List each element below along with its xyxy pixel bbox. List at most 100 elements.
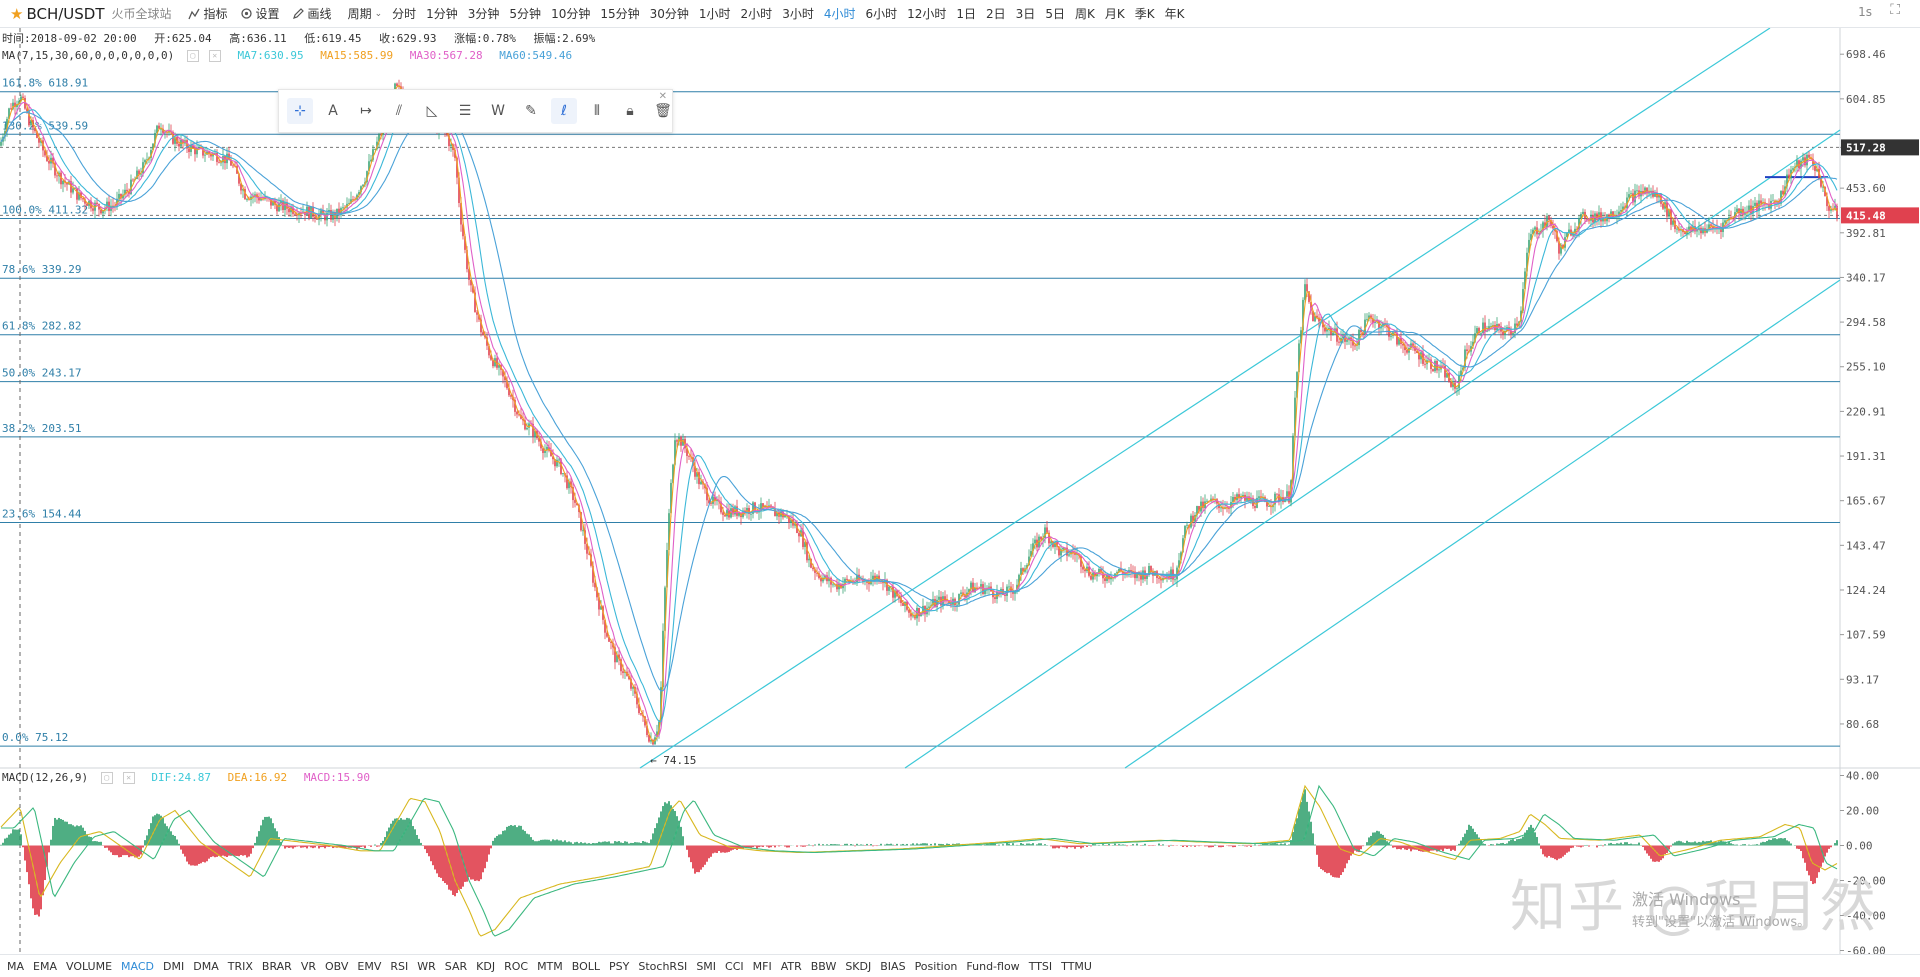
macd-legend-label[interactable]: MACD(12,26,9) <box>2 771 88 784</box>
period-dropdown[interactable]: 周期 ⌄ <box>348 5 383 22</box>
ma-legend-label[interactable]: MA(7,15,30,60,0,0,0,0,0,0) <box>2 49 174 62</box>
indicator-tab-14[interactable]: KDJ <box>476 960 495 973</box>
macd-bar <box>180 846 182 850</box>
indicator-tab-2[interactable]: VOLUME <box>66 960 112 973</box>
interval-4[interactable]: 10分钟 <box>551 5 590 22</box>
interval-8[interactable]: 2小时 <box>741 5 773 22</box>
settings-button[interactable]: 设置 <box>240 5 280 22</box>
indicator-tab-19[interactable]: StochRSI <box>638 960 687 973</box>
lock-icon[interactable]: 🔒︎ <box>617 98 643 124</box>
angle-icon[interactable]: ◺ <box>419 98 445 124</box>
interval-6[interactable]: 30分钟 <box>650 5 689 22</box>
indicator-tab-9[interactable]: OBV <box>325 960 348 973</box>
macd-bar <box>210 846 212 858</box>
indicator-tab-24[interactable]: BBW <box>811 960 837 973</box>
brush-icon[interactable]: ℓ <box>551 98 577 124</box>
favorite-star-icon[interactable]: ★ <box>10 5 23 23</box>
macd-bar <box>150 823 152 845</box>
interval-10[interactable]: 4小时 <box>824 5 856 22</box>
indicator-tab-5[interactable]: DMA <box>193 960 219 973</box>
ma-settings-icon[interactable]: ▢ <box>187 50 199 62</box>
refresh-rate[interactable]: 1s <box>1858 5 1872 19</box>
indicator-tab-20[interactable]: SMI <box>696 960 716 973</box>
indicator-tab-12[interactable]: WR <box>417 960 436 973</box>
interval-11[interactable]: 6小时 <box>865 5 897 22</box>
macd-bar <box>266 817 268 846</box>
candle <box>1244 492 1246 508</box>
macd-bar <box>876 846 878 847</box>
interval-7[interactable]: 1小时 <box>699 5 731 22</box>
bars-icon[interactable]: ⦀ <box>584 98 610 124</box>
interval-15[interactable]: 3日 <box>1016 5 1036 22</box>
indicator-tab-25[interactable]: SKDJ <box>845 960 871 973</box>
indicator-tab-18[interactable]: PSY <box>609 960 629 973</box>
indicator-tab-4[interactable]: DMI <box>163 960 184 973</box>
indicator-tab-15[interactable]: ROC <box>504 960 528 973</box>
crosshair-icon[interactable]: ⊹ <box>287 98 313 124</box>
macd-bar <box>1516 839 1518 845</box>
indicator-tab-21[interactable]: CCI <box>725 960 744 973</box>
interval-3[interactable]: 5分钟 <box>509 5 541 22</box>
macd-bar <box>364 846 366 849</box>
interval-13[interactable]: 1日 <box>956 5 976 22</box>
interval-5[interactable]: 15分钟 <box>600 5 639 22</box>
draw-button[interactable]: 画线 <box>292 5 332 22</box>
candle <box>1772 194 1774 201</box>
indicator-tab-29[interactable]: TTSI <box>1029 960 1052 973</box>
interval-9[interactable]: 3小时 <box>782 5 814 22</box>
channel-line-0 <box>640 28 1770 768</box>
close-icon[interactable]: ✕ <box>659 91 667 102</box>
interval-16[interactable]: 5日 <box>1045 5 1065 22</box>
interval-0[interactable]: 分时 <box>392 5 416 22</box>
macd-settings-icon[interactable]: ▢ <box>101 772 113 784</box>
indicator-tab-13[interactable]: SAR <box>445 960 467 973</box>
macd-bar <box>1086 846 1088 847</box>
ma-close-icon[interactable]: ✕ <box>209 50 221 62</box>
interval-1[interactable]: 1分钟 <box>426 5 458 22</box>
ruler-icon[interactable]: ↦ <box>353 98 379 124</box>
indicator-button[interactable]: 指标 <box>188 5 228 22</box>
text-icon[interactable]: A <box>320 98 346 124</box>
candle <box>892 582 894 603</box>
macd-bar <box>652 833 654 845</box>
macd-bar <box>1756 844 1758 845</box>
macd-bar <box>1550 846 1552 858</box>
fullscreen-icon[interactable]: ⛶ <box>1890 2 1900 18</box>
macd-close-icon[interactable]: ✕ <box>123 772 135 784</box>
indicator-tab-17[interactable]: BOLL <box>572 960 600 973</box>
indicator-tab-16[interactable]: MTM <box>537 960 563 973</box>
indicator-tab-0[interactable]: MA <box>7 960 24 973</box>
indicator-tab-22[interactable]: MFI <box>753 960 772 973</box>
indicator-tab-27[interactable]: Position <box>915 960 958 973</box>
interval-12[interactable]: 12小时 <box>907 5 946 22</box>
interval-14[interactable]: 2日 <box>986 5 1006 22</box>
interval-18[interactable]: 月K <box>1105 5 1125 22</box>
indicator-tab-1[interactable]: EMA <box>33 960 57 973</box>
indicator-tab-8[interactable]: VR <box>301 960 316 973</box>
candle-body <box>710 503 712 504</box>
price-chart[interactable]: 698.46604.85517.28453.60392.81340.17294.… <box>0 28 1920 954</box>
parallel-line-icon[interactable]: ⫽ <box>386 98 412 124</box>
indicator-tab-30[interactable]: TTMU <box>1061 960 1092 973</box>
indicator-tab-11[interactable]: RSI <box>390 960 408 973</box>
interval-20[interactable]: 年K <box>1165 5 1185 22</box>
indicator-tab-28[interactable]: Fund-flow <box>966 960 1019 973</box>
fib-lines-icon[interactable]: ☰ <box>452 98 478 124</box>
macd-bar <box>1276 844 1278 846</box>
macd-bar <box>588 843 590 845</box>
wave-icon[interactable]: W <box>485 98 511 124</box>
symbol-pair[interactable]: BCH/USDT <box>26 5 104 23</box>
indicator-tab-7[interactable]: BRAR <box>262 960 292 973</box>
interval-17[interactable]: 周K <box>1075 5 1095 22</box>
pencil-icon[interactable]: ✎ <box>518 98 544 124</box>
indicator-tab-26[interactable]: BIAS <box>880 960 905 973</box>
interval-19[interactable]: 季K <box>1135 5 1155 22</box>
candle-body <box>1484 323 1486 332</box>
interval-2[interactable]: 3分钟 <box>468 5 500 22</box>
indicator-tab-3[interactable]: MACD <box>121 960 154 973</box>
indicator-tab-10[interactable]: EMV <box>357 960 381 973</box>
indicator-tab-6[interactable]: TRIX <box>228 960 253 973</box>
macd-bar <box>836 844 838 845</box>
indicator-tab-23[interactable]: ATR <box>781 960 802 973</box>
macd-bar <box>1420 846 1422 852</box>
